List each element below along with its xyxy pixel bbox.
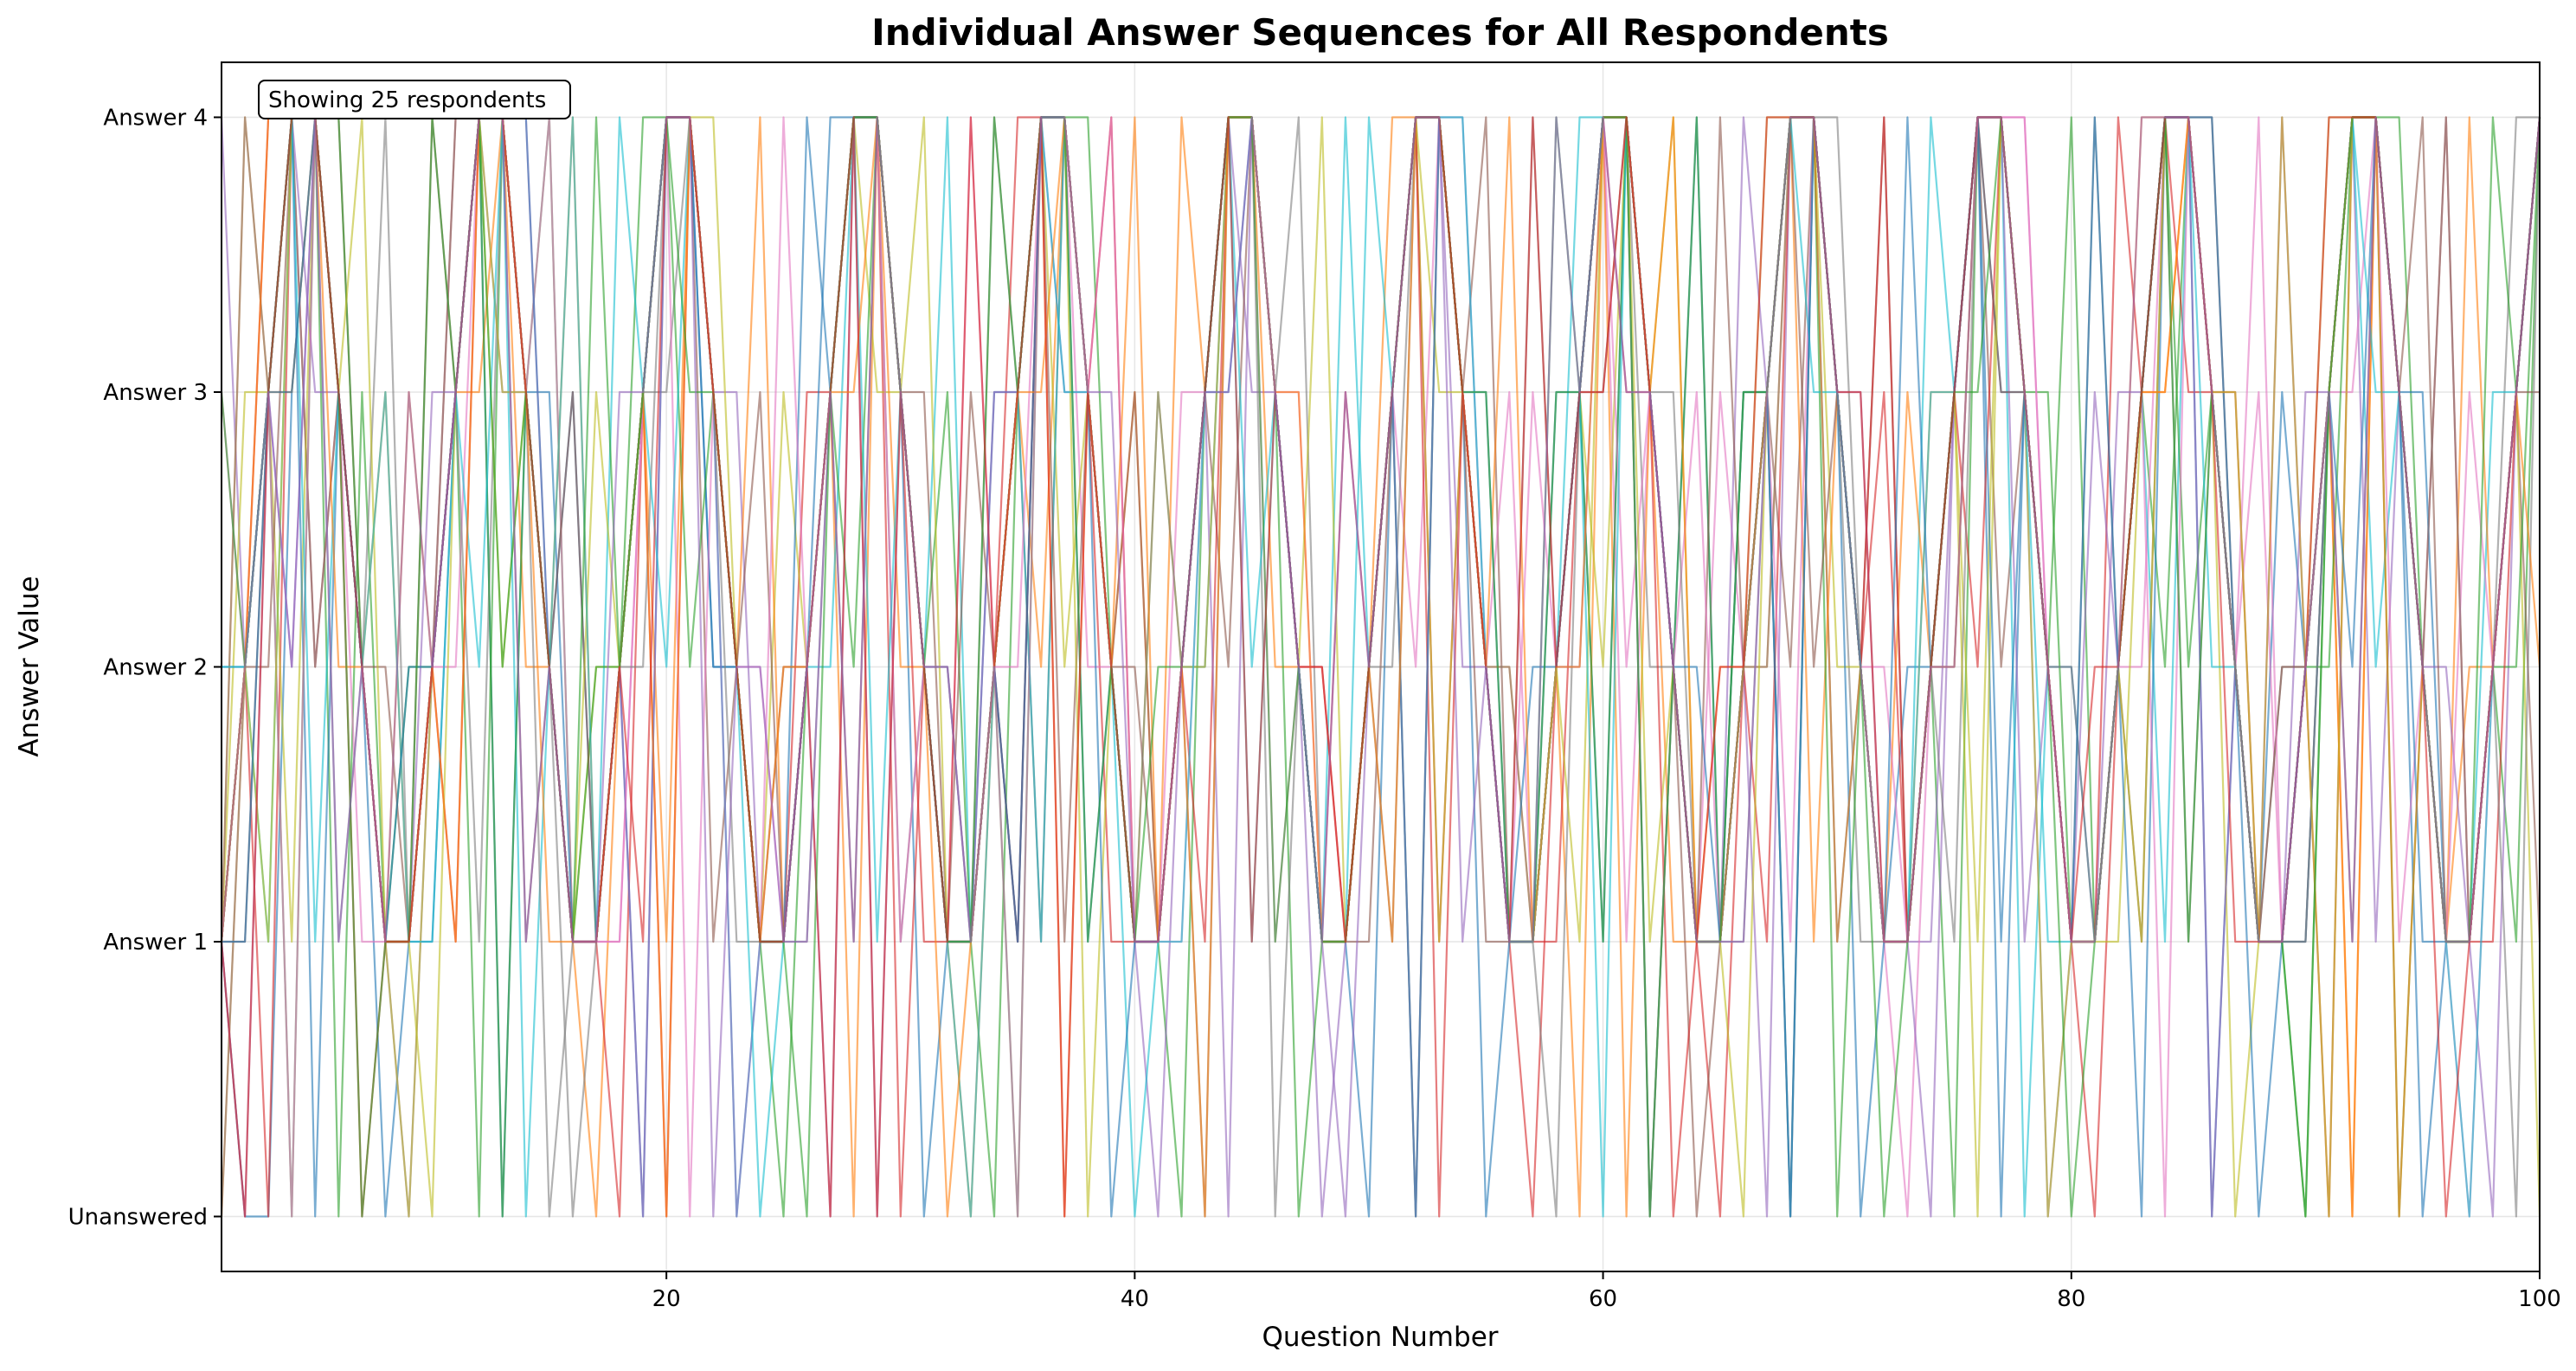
annotation-frame <box>258 80 571 119</box>
x-tick-label: 80 <box>2057 1286 2085 1312</box>
y-tick-label: Answer 1 <box>103 930 208 956</box>
x-tick-label: 100 <box>2518 1286 2561 1312</box>
x-tick-label: 40 <box>1121 1286 1149 1312</box>
axis-ticks: 20 40 60 80 100 Unanswered Answer 1 Answer 2 Ans… <box>68 106 2561 1313</box>
x-tick-label: 20 <box>652 1286 681 1312</box>
x-axis-label: Question Number <box>1262 1322 1498 1353</box>
y-axis-label: Answer Value <box>14 576 45 756</box>
x-tick-label: 60 <box>1589 1286 1617 1312</box>
series-lines <box>220 116 2541 1218</box>
y-tick-label: Unanswered <box>68 1205 208 1231</box>
y-tick-label: Answer 3 <box>103 380 208 406</box>
annotation-text: Showing 25 respondents <box>268 87 546 113</box>
annotation-box: Showing 25 respondents <box>258 80 571 119</box>
respondent-series-line <box>220 116 2541 1218</box>
y-tick-label: Answer 2 <box>103 655 208 681</box>
chart-title: Individual Answer Sequences for All Resp… <box>871 11 1889 54</box>
y-tick-label: Answer 4 <box>103 106 208 132</box>
